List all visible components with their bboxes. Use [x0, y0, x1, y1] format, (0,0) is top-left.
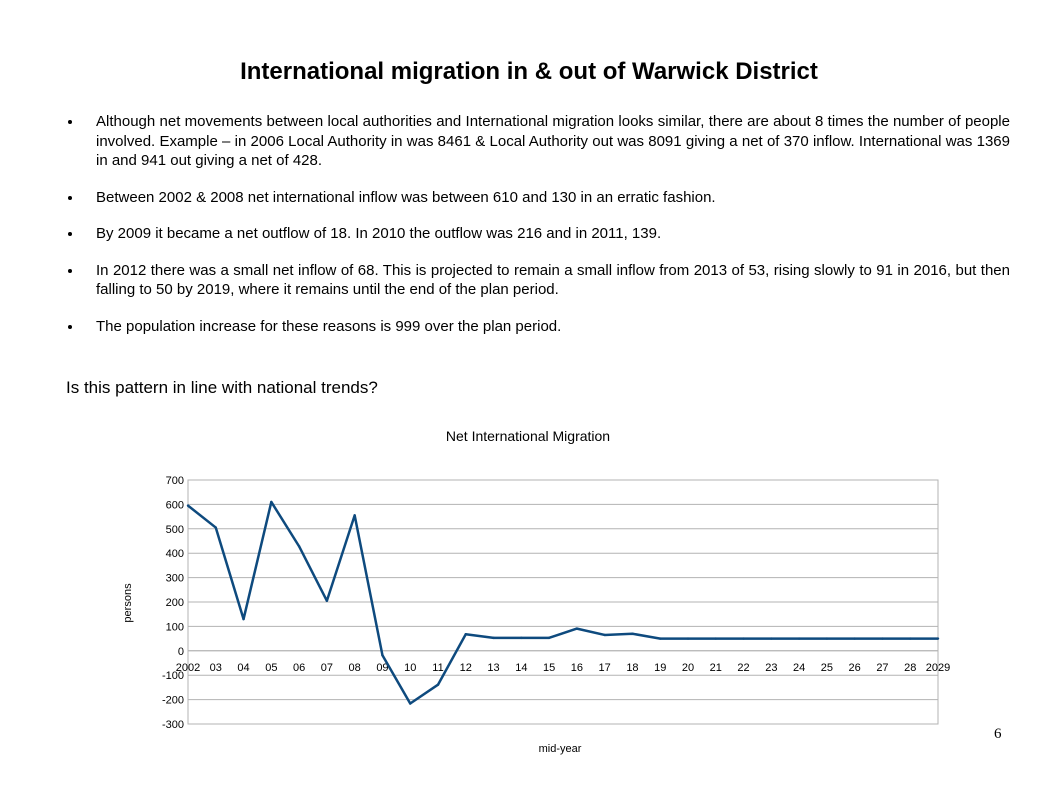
x-tick-label: 13	[487, 662, 499, 674]
bullet-dot-icon	[68, 232, 72, 236]
y-axis-label: persons	[122, 583, 134, 623]
data-point	[714, 637, 717, 640]
data-point	[770, 637, 773, 640]
y-tick-label: 100	[166, 621, 184, 633]
data-point	[881, 637, 884, 640]
data-point	[492, 636, 495, 640]
data-point	[631, 632, 634, 635]
grid-layer	[187, 479, 939, 725]
x-tick-label: 21	[710, 662, 722, 674]
x-tick-label: 15	[543, 662, 555, 674]
data-point	[436, 683, 440, 686]
bullet-text: Although net movements between local aut…	[96, 113, 1010, 169]
x-tick-label: 22	[737, 662, 749, 674]
bullet-item: Although net movements between local aut…	[66, 112, 1010, 171]
y-tick-label: -100	[162, 670, 184, 682]
data-point	[825, 637, 829, 640]
x-tick-label: 09	[376, 662, 388, 674]
x-tick-label: 06	[293, 662, 305, 674]
y-tick-label: 400	[166, 548, 184, 560]
bullet-text: In 2012 there was a small net inflow of …	[96, 261, 1010, 299]
x-tick-label: 2029	[926, 662, 950, 674]
data-point	[547, 636, 551, 640]
x-axis-label: mid-year	[539, 743, 582, 755]
bullet-dot-icon	[68, 268, 72, 273]
bullet-text: By 2009 it became a net outflow of 18. I…	[96, 225, 662, 242]
x-tick-label: 04	[237, 662, 249, 674]
data-point	[297, 545, 301, 548]
series-layer	[186, 500, 940, 705]
data-point	[742, 637, 745, 640]
x-tick-label: 24	[793, 662, 805, 674]
data-point	[353, 514, 356, 517]
chart-title: Net International Migration	[446, 428, 610, 444]
x-tick-label: 2002	[176, 662, 200, 674]
x-tick-label: 27	[876, 662, 888, 674]
bullet-text: Between 2002 & 2008 net international in…	[96, 188, 716, 206]
x-tick-label: 14	[515, 662, 527, 674]
x-tick-label: 07	[321, 662, 333, 674]
x-tick-label: 03	[210, 662, 222, 674]
bullet-dot-icon	[68, 324, 72, 329]
x-tick-label: 23	[765, 662, 777, 674]
data-point	[603, 633, 606, 637]
slide-title: International migration in & out of Warw…	[240, 58, 818, 85]
x-tick-label: 11	[432, 662, 443, 674]
bullet-dot-icon	[68, 195, 72, 200]
data-point	[214, 526, 217, 529]
data-point	[270, 500, 273, 504]
data-point	[381, 653, 384, 657]
y-tick-label: 300	[166, 573, 184, 585]
bullet-item: By 2009 it became a net outflow of 18. I…	[66, 224, 1010, 244]
data-point	[325, 599, 329, 602]
y-tick-labels: 700 600 500 400 300 200 100 0 -100 -200 -300	[162, 475, 184, 731]
bullet-item: The population increase for these reason…	[66, 317, 1010, 337]
bullet-list: Although net movements between local aut…	[66, 112, 1010, 353]
x-tick-label: 19	[654, 662, 666, 674]
bullet-dot-icon	[68, 120, 72, 124]
data-point	[186, 504, 190, 507]
data-point	[686, 637, 690, 640]
question-text: Is this pattern in line with national tr…	[66, 378, 378, 397]
x-tick-label: 20	[682, 662, 694, 674]
data-point	[909, 637, 912, 640]
y-tick-label: 600	[166, 499, 184, 511]
series-line	[187, 500, 938, 705]
x-tick-label: 08	[349, 662, 361, 674]
y-tick-label: -300	[162, 719, 184, 731]
y-tick-label: 200	[166, 597, 184, 609]
data-point	[797, 637, 801, 640]
bullet-item: Between 2002 & 2008 net international in…	[66, 188, 1010, 208]
y-tick-label: 0	[178, 646, 184, 658]
y-tick-label: 500	[166, 524, 184, 536]
y-tick-label: 700	[166, 475, 184, 487]
x-tick-labels: 2002 03 04 05 06 07 08 09 10 11 12 13 14 15 16 17 18 19 20…	[176, 662, 950, 674]
data-point	[409, 702, 412, 705]
x-tick-label: 25	[821, 662, 833, 674]
x-tick-label: 05	[265, 662, 277, 674]
page-number: 6	[994, 726, 1002, 742]
x-tick-label: 17	[599, 662, 611, 674]
x-tick-label: 28	[904, 662, 916, 674]
bullet-text: The population increase for these reason…	[96, 317, 562, 335]
data-point	[659, 637, 662, 640]
data-point	[520, 636, 523, 640]
data-point	[853, 637, 856, 640]
x-tick-label: 18	[626, 662, 638, 674]
x-tick-label: 10	[404, 662, 416, 674]
data-point	[464, 633, 467, 636]
data-point	[575, 627, 579, 630]
data-point	[936, 637, 940, 640]
data-point	[242, 617, 245, 621]
x-tick-label: 12	[460, 662, 472, 674]
bullet-item: In 2012 there was a small net inflow of …	[66, 261, 1010, 300]
x-tick-label: 16	[571, 662, 583, 674]
x-tick-label: 26	[849, 662, 861, 674]
y-tick-label: -200	[162, 695, 184, 707]
